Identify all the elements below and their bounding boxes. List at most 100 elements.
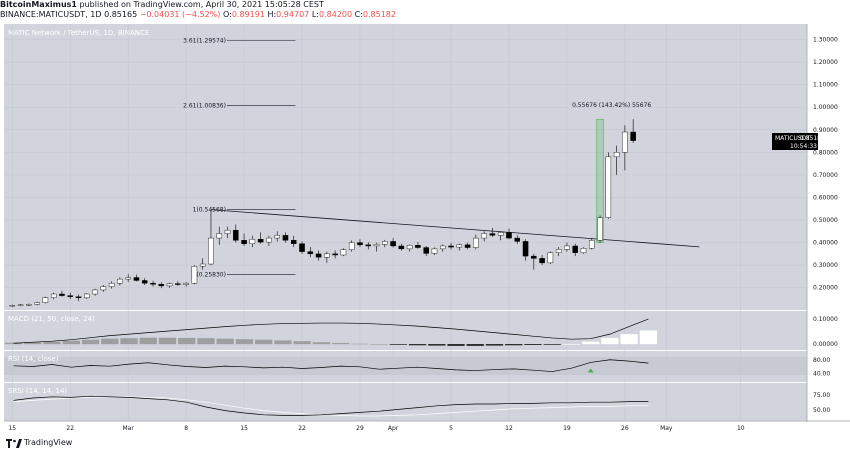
price-pane[interactable] bbox=[4, 24, 807, 310]
candle-body bbox=[588, 240, 595, 249]
candles bbox=[9, 119, 636, 307]
candle-body bbox=[125, 277, 131, 280]
candle-body bbox=[547, 252, 554, 264]
macd-histogram-bar bbox=[120, 338, 138, 345]
price-badge-symbol: MATICUSDT bbox=[775, 135, 810, 142]
x-tick-label: 5 bbox=[449, 425, 453, 432]
candle-body bbox=[373, 244, 380, 247]
macd-histogram-bar bbox=[447, 344, 465, 346]
price-change: −0.04031 (−4.52%) bbox=[139, 10, 221, 19]
candle-body bbox=[50, 293, 57, 298]
x-tick-label: 19 bbox=[563, 425, 571, 432]
macd-pane[interactable] bbox=[4, 311, 807, 350]
macd-histogram-bar bbox=[43, 341, 61, 345]
candle-body bbox=[580, 248, 587, 253]
macd-histogram-bar bbox=[351, 343, 369, 345]
price-badge-bg bbox=[772, 133, 818, 150]
macd-histogram-bar bbox=[601, 337, 619, 345]
candle-body bbox=[431, 248, 438, 254]
tradingview-brand[interactable]: TradingView bbox=[24, 438, 73, 447]
y-tick-label: 0.20000 bbox=[813, 285, 838, 292]
macd-histogram-bar bbox=[101, 338, 119, 345]
price-badge[interactable]: MATICUSDT 0.85182 10:54:33 bbox=[772, 133, 825, 150]
candle-body bbox=[473, 237, 479, 248]
candle-body bbox=[158, 284, 165, 287]
x-axis-labels: 15 22 Mar 8 15 22 29 Apr 5 12 19 26 May 10 bbox=[8, 425, 744, 432]
macd-histogram-bar bbox=[505, 344, 523, 346]
x-tick-label: May bbox=[660, 425, 673, 432]
y-tick-label: 0.80000 bbox=[813, 149, 838, 156]
candle-body bbox=[100, 286, 107, 291]
candle-body bbox=[572, 245, 578, 253]
candle-body bbox=[282, 235, 289, 241]
candle-body bbox=[307, 251, 314, 255]
macd-histogram-bar bbox=[139, 337, 157, 345]
candle-body bbox=[605, 156, 612, 218]
x-tick-label: 12 bbox=[505, 425, 513, 432]
y-tick-label: 0.90000 bbox=[813, 127, 838, 134]
macd-label: MACD (21, 50, close, 24) bbox=[8, 315, 95, 323]
candle-body bbox=[439, 245, 446, 250]
ticker-label: BINANCE:MATICUSDT, 1D bbox=[0, 10, 102, 19]
fib-level-label: 2.61(1.00836) bbox=[183, 102, 226, 109]
candle-body bbox=[183, 282, 189, 285]
chart-area[interactable]: MATIC Network / TetherUS, 1D, BINANCE 3.… bbox=[0, 22, 850, 433]
candle-body bbox=[266, 237, 272, 243]
macd-histogram-bar bbox=[331, 342, 350, 345]
x-tick-label: Apr bbox=[388, 425, 399, 432]
candle-body bbox=[249, 238, 256, 244]
candle-body bbox=[406, 245, 413, 250]
low-label: L: bbox=[311, 10, 319, 19]
candle-body bbox=[539, 258, 545, 264]
stoch-pane[interactable] bbox=[4, 383, 807, 421]
candle-body bbox=[141, 280, 148, 284]
close-value: 0.85182 bbox=[362, 10, 396, 19]
publisher-name[interactable]: BitcoinMaximus1 bbox=[0, 0, 77, 9]
candle-body bbox=[564, 245, 570, 250]
candle-body bbox=[108, 282, 115, 287]
candle-body bbox=[622, 131, 628, 153]
candle-body bbox=[456, 244, 463, 248]
y-tick-label: 75.00 bbox=[813, 392, 830, 399]
publish-info: published on TradingView.com, April 30, … bbox=[79, 0, 324, 9]
y-tick-label: 40.00 bbox=[813, 370, 830, 377]
x-tick-label: 22 bbox=[298, 425, 306, 432]
candle-body bbox=[133, 277, 140, 281]
rsi-line bbox=[13, 359, 649, 372]
open-value: 0.89191 bbox=[231, 10, 265, 19]
x-tick-label: 29 bbox=[356, 425, 364, 432]
candle-body bbox=[324, 253, 330, 258]
ohlc-legend: BINANCE:MATICUSDT, 1D 0.85165 −0.04031 (… bbox=[0, 10, 850, 20]
y-tick-label: 0.40000 bbox=[813, 240, 838, 247]
candle-body bbox=[398, 245, 405, 250]
publish-header: BitcoinMaximus1 published on TradingView… bbox=[0, 0, 850, 10]
candle-body bbox=[514, 237, 521, 242]
candle-body bbox=[191, 266, 198, 284]
candle-body bbox=[630, 131, 636, 141]
candle-body bbox=[481, 233, 487, 239]
candle-body bbox=[315, 253, 322, 258]
candle-body bbox=[415, 245, 421, 248]
trendline-extension bbox=[657, 243, 700, 248]
macd-histogram-bar bbox=[24, 342, 42, 345]
candle-body bbox=[224, 229, 231, 234]
x-tick-label: Mar bbox=[123, 425, 135, 432]
candle-body bbox=[464, 244, 471, 248]
macd-histogram-bar bbox=[562, 344, 581, 345]
x-tick-label: 22 bbox=[66, 425, 74, 432]
candle-body bbox=[42, 297, 49, 303]
candle-body bbox=[365, 244, 372, 247]
candle-body bbox=[117, 278, 123, 284]
macd-histogram-bar bbox=[216, 338, 234, 345]
candle-body bbox=[84, 293, 90, 299]
x-tick-label: 15 bbox=[240, 425, 248, 432]
candle-body bbox=[299, 243, 305, 252]
candle-body bbox=[497, 232, 504, 236]
candle-body bbox=[274, 235, 280, 239]
measure-label: 0.55676 (143.42%) 55676 bbox=[572, 102, 651, 109]
y-axis-labels: 1.30000 1.20000 1.10000 1.00000 0.90000 0.800… bbox=[813, 37, 838, 414]
macd-histogram-bar bbox=[178, 337, 196, 345]
macd-histogram-bar bbox=[62, 340, 80, 345]
macd-histogram-bar bbox=[235, 339, 254, 345]
macd-histogram-bar bbox=[4, 342, 23, 345]
